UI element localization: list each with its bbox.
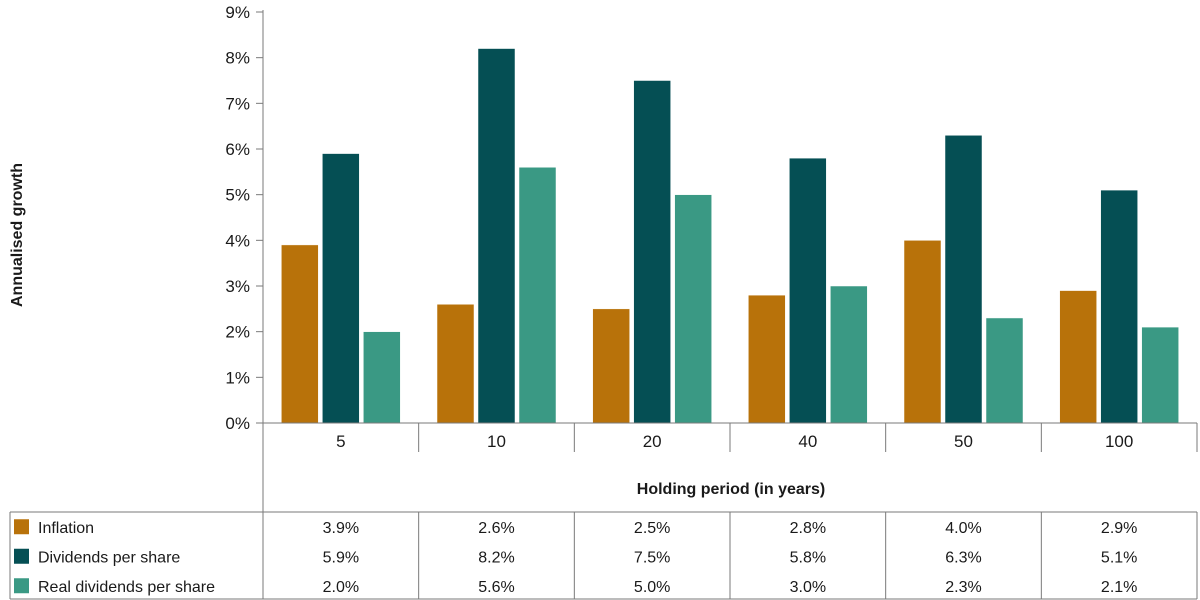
- table-value: 2.8%: [790, 520, 826, 537]
- y-tick-label: 9%: [225, 3, 250, 22]
- table-value: 3.0%: [790, 579, 826, 596]
- x-category-label: 5: [336, 432, 345, 451]
- bar: [748, 294, 786, 424]
- y-axis-title: Annualised growth: [9, 163, 26, 307]
- table-value: 6.3%: [945, 549, 981, 566]
- table-value: 2.9%: [1101, 520, 1137, 537]
- table-value: 2.3%: [945, 579, 981, 596]
- table-value: 7.5%: [634, 549, 670, 566]
- x-axis: 5 10 20 40 50 100: [262, 422, 1198, 512]
- y-tick-label: 3%: [225, 277, 250, 296]
- bars: [281, 48, 1179, 424]
- bar: [281, 244, 319, 424]
- table-value: 2.6%: [478, 520, 514, 537]
- table-value: 2.5%: [634, 520, 670, 537]
- y-tick-label: 1%: [225, 368, 250, 387]
- legend-label: Real dividends per share: [38, 579, 215, 596]
- y-tick-label: 6%: [225, 140, 250, 159]
- bar: [1141, 326, 1179, 424]
- table-value: 2.0%: [323, 579, 359, 596]
- y-tick-label: 4%: [225, 231, 250, 250]
- bar: [322, 153, 360, 424]
- legend-label: Inflation: [38, 520, 94, 537]
- legend-swatch: [14, 578, 29, 594]
- table-value: 5.0%: [634, 579, 670, 596]
- y-tick-label: 5%: [225, 186, 250, 205]
- table-value: 5.8%: [790, 549, 826, 566]
- bar: [903, 240, 942, 424]
- bar: [477, 48, 516, 424]
- table-value: 5.6%: [478, 579, 514, 596]
- data-table: Inflation 3.9% 2.6% 2.5% 2.8% 4.0% 2.9% Dividen…: [9, 511, 1198, 600]
- y-tick-label: 0%: [225, 414, 250, 433]
- bar: [789, 157, 827, 424]
- y-tick-label: 8%: [225, 49, 250, 68]
- bar: [1059, 290, 1097, 424]
- bar: [830, 285, 868, 424]
- bar: [985, 317, 1024, 424]
- x-category-label: 100: [1105, 432, 1133, 451]
- legend-swatch: [14, 548, 29, 564]
- legend-label: Dividends per share: [38, 549, 180, 566]
- table-value: 5.9%: [323, 549, 359, 566]
- bar: [592, 308, 630, 424]
- bar: [518, 167, 557, 424]
- legend-swatch: [14, 519, 29, 535]
- bar: [436, 304, 475, 424]
- bar: [1100, 189, 1138, 424]
- y-axis: 0% 1% 2% 3% 4% 5% 6% 7% 8% 9%: [225, 3, 264, 433]
- x-category-label: 20: [643, 432, 662, 451]
- bar: [363, 331, 401, 424]
- x-category-label: 50: [954, 432, 973, 451]
- table-value: 8.2%: [478, 549, 514, 566]
- table-value: 4.0%: [945, 520, 981, 537]
- x-axis-title: Holding period (in years): [637, 481, 825, 498]
- y-tick-label: 2%: [225, 323, 250, 342]
- x-category-label: 40: [798, 432, 817, 451]
- x-category-label: 10: [487, 432, 506, 451]
- bar: [674, 194, 712, 424]
- bar: [944, 135, 983, 424]
- table-value: 2.1%: [1101, 579, 1137, 596]
- y-tick-label: 7%: [225, 94, 250, 113]
- table-value: 5.1%: [1101, 549, 1137, 566]
- bar: [633, 80, 671, 424]
- table-value: 3.9%: [323, 520, 359, 537]
